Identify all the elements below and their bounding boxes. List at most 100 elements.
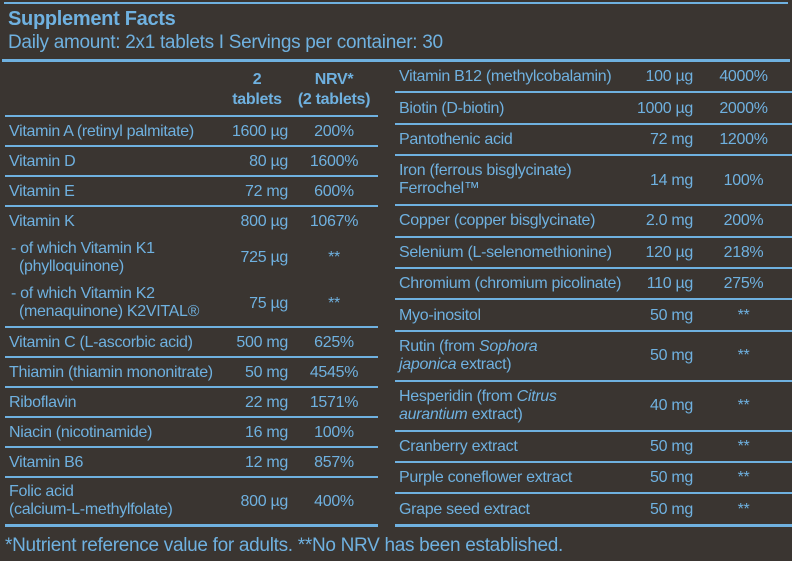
panel-title: Supplement Facts [8, 8, 176, 30]
nutrient-name: Vitamin E [9, 182, 75, 200]
nutrient-row: Selenium (L-selenomethionine) 120 µg 218% [395, 237, 792, 268]
nutrient-nrv: 625% [314, 333, 354, 351]
nutrient-name: Cranberry extract [399, 437, 518, 455]
nutrient-nrv: ** [328, 294, 340, 312]
nutrient-name: Folic acid (calcium-L-methylfolate) [9, 483, 173, 519]
nutrient-name: Selenium (L-selenomethionine) [399, 243, 612, 261]
nutrient-row: Vitamin A (retinyl palmitate) 1600 µg 200% [5, 116, 378, 147]
nutrient-nrv: 1571% [309, 393, 359, 411]
nutrient-row: Hesperidin (from Citrus aurantium extract… [395, 381, 792, 431]
nutrient-nrv: 2000% [719, 99, 768, 117]
nutrient-amount: 75 µg [249, 294, 288, 312]
nutrient-amount: 50 mg [650, 469, 693, 487]
nutrient-amount: 40 mg [650, 397, 693, 415]
nutrient-amount: 50 mg [245, 363, 288, 381]
nutrient-amount: 50 mg [650, 347, 693, 365]
nutrient-row: Vitamin B12 (methylcobalamin) 100 µg 4000% [395, 62, 792, 93]
nutrient-amount: 800 µg [240, 492, 289, 510]
nutrient-nrv: 857% [314, 453, 354, 471]
nutrient-nrv: ** [328, 249, 340, 267]
nutrient-nrv: 218% [723, 243, 764, 261]
nutrient-name: Vitamin K [9, 212, 75, 230]
nutrient-nrv: ** [737, 397, 750, 415]
nutrient-name: Vitamin C (L-ascorbic acid) [9, 333, 193, 351]
column-header-row: 2 tablets NRV* (2 tablets) [5, 62, 378, 116]
nutrient-name: Thiamin (thiamin mononitrate) [9, 363, 213, 381]
nutrient-row: - of which Vitamin K2 (menaquinone) K2VIT… [5, 281, 378, 328]
nutrient-row: Vitamin E 72 mg 600% [5, 176, 378, 207]
nutrient-name: Hesperidin (from Citrus aurantium extract… [399, 387, 557, 423]
nutrient-name: Riboflavin [9, 393, 77, 411]
nrv-col-header-line1: NRV* [314, 71, 354, 88]
nutrient-amount: 12 mg [245, 453, 288, 471]
nutrient-name: Rutin (from Sophora japonica extract) [399, 337, 538, 373]
nutrient-name: Vitamin D [9, 152, 76, 170]
nutrient-nrv: 600% [314, 182, 354, 200]
nutrient-col-header [5, 62, 224, 116]
panel-header: Supplement Facts Daily amount: 2x1 table… [0, 4, 792, 59]
nutrient-amount: 100 µg [645, 68, 694, 86]
nutrient-row: Chromium (chromium picolinate) 110 µg 275% [395, 268, 792, 300]
nutrient-name: Myo-inositol [399, 306, 481, 324]
nutrient-amount: 500 mg [236, 333, 288, 351]
nutrient-nrv: 4545% [309, 363, 359, 381]
nrv-col-header-line2: (2 tablets) [297, 91, 371, 108]
nutrient-amount: 1000 µg [636, 99, 693, 117]
header-rule [2, 59, 790, 62]
amount-col-header-line2: tablets [232, 91, 282, 108]
nutrient-row: Riboflavin 22 mg 1571% [5, 387, 378, 418]
panel-subtitle: Daily amount: 2x1 tablets I Servings per… [8, 32, 443, 53]
amount-col-header-line1: 2 [252, 71, 262, 88]
nutrient-row: Niacin (nicotinamide) 16 mg 100% [5, 417, 378, 448]
nutrient-amount: 2.0 mg [645, 212, 693, 230]
amount-col-header: 2 tablets [224, 62, 290, 116]
nutrient-row: Rutin (from Sophora japonica extract) 50 m… [395, 331, 792, 381]
nutrient-row: Vitamin C (L-ascorbic acid) 500 mg 625% [5, 327, 378, 358]
nutrient-amount: 725 µg [240, 249, 289, 267]
nutrient-nrv: 1600% [309, 152, 359, 170]
nutrient-row: Biotin (D-biotin) 1000 µg 2000% [395, 92, 792, 124]
nutrient-row: Vitamin K 800 µg 1067% [5, 206, 378, 235]
nutrient-name: Iron (ferrous bisglycinate) Ferrochel™ [399, 162, 572, 198]
nutrient-nrv: 1067% [309, 212, 359, 230]
nutrient-row: Pantothenic acid 72 mg 1200% [395, 124, 792, 156]
nutrient-row: Grape seed extract 50 mg ** [395, 493, 792, 526]
nutrient-row: Thiamin (thiamin mononitrate) 50 mg 4545% [5, 357, 378, 388]
nutrient-name: Niacin (nicotinamide) [9, 423, 153, 441]
nutrient-amount: 110 µg [646, 275, 694, 293]
nutrient-nrv: 1200% [719, 131, 768, 148]
nutrient-name: Chromium (chromium picolinate) [399, 275, 622, 293]
nutrient-nrv: 275% [723, 275, 764, 293]
nutrient-name: Copper (copper bisglycinate) [399, 212, 596, 230]
nutrient-nrv: 100% [723, 171, 764, 189]
nutrient-table-left: 2 tablets NRV* (2 tablets) Vitamin A (reti… [5, 62, 378, 527]
nutrient-nrv: 400% [314, 492, 354, 510]
nutrient-amount: 50 mg [650, 500, 693, 518]
nutrient-name: - of which Vitamin K1 (phylloquinone) [11, 239, 155, 275]
top-rule [4, 2, 788, 4]
footnote: *Nutrient reference value for adults. **… [5, 535, 564, 556]
nutrient-row: Vitamin B6 12 mg 857% [5, 447, 378, 478]
nutrient-amount: 120 µg [645, 243, 694, 261]
nutrient-row: Vitamin D 80 µg 1600% [5, 146, 378, 177]
nutrient-name: Purple coneflower extract [399, 469, 573, 487]
nutrient-row: Cranberry extract 50 mg ** [395, 431, 792, 462]
nutrient-nrv: 4000% [719, 68, 768, 86]
nutrient-nrv: ** [737, 469, 750, 487]
nutrient-name: Pantothenic acid [399, 131, 513, 148]
nutrient-nrv: ** [737, 437, 750, 455]
nutrient-amount: 50 mg [650, 437, 693, 455]
nutrient-name: - of which Vitamin K2 (menaquinone) K2VIT… [11, 285, 200, 321]
nutrient-name: Vitamin B6 [9, 453, 84, 471]
nutrient-nrv: ** [737, 347, 750, 365]
nutrient-row: Copper (copper bisglycinate) 2.0 mg 200% [395, 205, 792, 237]
nutrient-name: Grape seed extract [399, 500, 530, 518]
nutrient-amount: 22 mg [245, 393, 288, 411]
nutrient-name: Biotin (D-biotin) [399, 99, 505, 117]
nutrient-amount: 16 mg [245, 423, 288, 441]
nutrient-row: Myo-inositol 50 mg ** [395, 299, 792, 331]
nutrient-row: Iron (ferrous bisglycinate) Ferrochel™ 14 … [395, 155, 792, 206]
nutrient-tables: 2 tablets NRV* (2 tablets) Vitamin A (reti… [0, 62, 792, 527]
nutrient-nrv: 100% [314, 423, 354, 441]
